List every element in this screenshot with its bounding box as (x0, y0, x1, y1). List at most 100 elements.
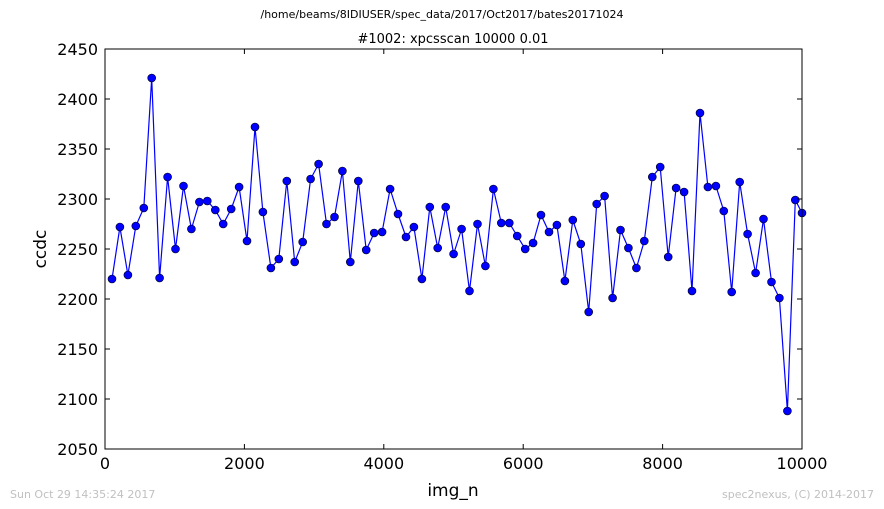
data-point (647, 172, 657, 182)
data-point (353, 176, 363, 186)
data-point (465, 286, 474, 296)
data-point (695, 108, 705, 118)
data-point (576, 239, 586, 249)
data-point (528, 238, 538, 248)
data-point (568, 215, 578, 225)
data-point (775, 293, 784, 303)
data-point (489, 184, 498, 194)
data-point (115, 222, 125, 232)
data-point (266, 263, 276, 273)
data-point (592, 199, 602, 209)
data-point (203, 196, 212, 206)
y-tick-label: 2150 (57, 340, 98, 359)
x-tick-label: 2000 (224, 454, 265, 473)
data-point (616, 225, 625, 235)
data-point (306, 174, 315, 184)
data-point (393, 209, 403, 219)
data-point (107, 274, 117, 284)
data-point (759, 214, 768, 224)
data-point (639, 236, 649, 246)
data-point (552, 220, 562, 230)
data-point (330, 212, 339, 222)
data-point (290, 257, 300, 267)
data-point (211, 205, 220, 215)
data-point (147, 73, 156, 83)
data-point (687, 286, 697, 296)
data-point (473, 219, 482, 229)
data-point (727, 287, 737, 297)
data-point (274, 254, 284, 264)
suptitle-path: /home/beams/8IDIUSER/spec_data/2017/Oct2… (261, 8, 624, 21)
data-point (449, 249, 458, 259)
data-point (377, 227, 387, 237)
footer-timestamp: Sun Oct 29 14:35:24 2017 (10, 488, 155, 501)
y-tick-label: 2200 (57, 290, 98, 309)
data-point (187, 224, 196, 234)
data-point (139, 203, 149, 213)
data-point (790, 195, 800, 205)
x-axis-label: img_n (427, 481, 478, 501)
data-point (345, 257, 355, 267)
footer-credit: spec2nexus, (C) 2014-2017 (722, 488, 874, 501)
x-tick-label: 6000 (503, 454, 544, 473)
data-point (608, 293, 617, 303)
data-point (632, 263, 641, 273)
data-point (242, 236, 252, 246)
data-point (600, 191, 609, 201)
data-point (536, 210, 546, 220)
data-point (218, 219, 228, 229)
data-point (655, 162, 665, 172)
plot-frame (104, 48, 803, 450)
data-point (719, 206, 729, 216)
chart-title: #1002: xpcsscan 10000 0.01 (357, 32, 548, 47)
y-tick-label: 2250 (57, 240, 98, 259)
y-tick-label: 2050 (57, 440, 98, 459)
data-point (171, 244, 180, 254)
data-point (298, 237, 308, 247)
data-point (703, 182, 713, 192)
data-point (735, 177, 745, 187)
data-point (481, 261, 490, 271)
y-tick-label: 2100 (57, 390, 98, 409)
data-point (155, 273, 164, 283)
data-point (743, 229, 752, 239)
data-point (282, 176, 292, 186)
data-point (226, 204, 236, 214)
data-point (496, 218, 506, 228)
series-line (111, 77, 803, 412)
data-point (123, 270, 133, 280)
data-point (544, 227, 554, 237)
data-point (401, 232, 411, 242)
data-point (520, 244, 530, 254)
data-point (504, 218, 514, 228)
data-point (512, 231, 522, 241)
x-tick-label: 8000 (642, 454, 683, 473)
x-tick-label: 10000 (777, 454, 828, 473)
data-point (250, 122, 260, 132)
data-point (417, 274, 427, 284)
y-axis-label: ccdc (31, 230, 51, 269)
data-point (584, 307, 594, 317)
data-point (624, 243, 633, 253)
plot-marks (107, 73, 807, 416)
y-axis-ticks: 2050 2100 2150 2200 2250 2300 2350 2400 2450 (57, 40, 802, 459)
y-tick-label: 2300 (57, 190, 98, 209)
data-point (369, 228, 379, 238)
data-point (338, 166, 347, 176)
data-point (671, 183, 681, 193)
y-tick-label: 2350 (57, 140, 98, 159)
data-point (441, 202, 451, 212)
data-point (751, 268, 760, 278)
data-point (560, 276, 570, 286)
data-point (767, 277, 776, 287)
data-point (195, 197, 204, 207)
data-point (131, 221, 141, 231)
data-point (361, 245, 371, 255)
y-tick-label: 2400 (57, 90, 98, 109)
y-tick-label: 2450 (57, 40, 98, 59)
x-axis-ticks: 0 2000 4000 6000 8000 10000 (100, 49, 828, 473)
data-point (179, 181, 188, 191)
data-point (711, 181, 721, 191)
data-point (433, 243, 443, 253)
